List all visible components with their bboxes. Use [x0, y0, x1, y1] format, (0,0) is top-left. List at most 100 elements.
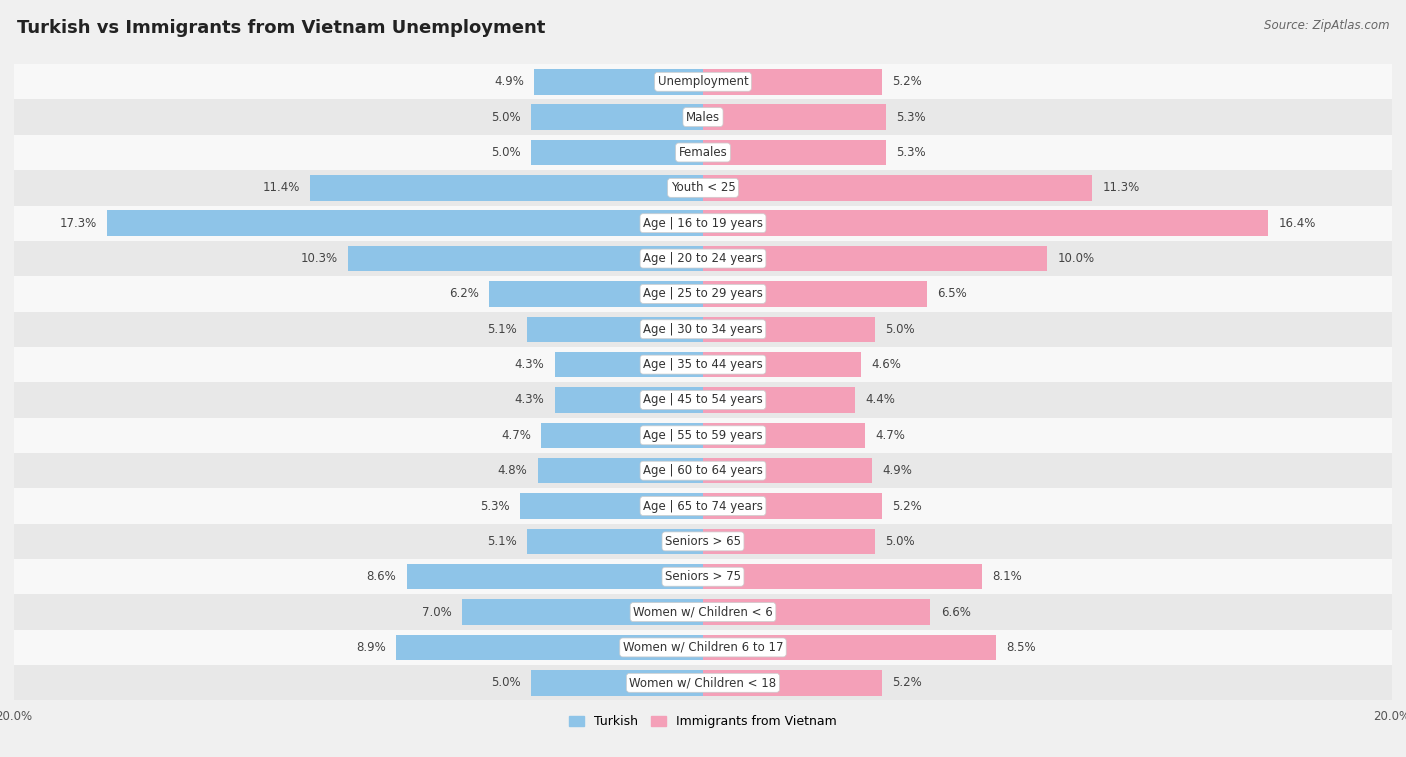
Text: Source: ZipAtlas.com: Source: ZipAtlas.com	[1264, 19, 1389, 32]
Bar	[703, 69, 882, 95]
Bar	[14, 170, 1392, 205]
Bar	[489, 281, 703, 307]
Text: Age | 60 to 64 years: Age | 60 to 64 years	[643, 464, 763, 477]
Text: 5.2%: 5.2%	[893, 676, 922, 690]
Bar	[14, 312, 1392, 347]
Text: Age | 25 to 29 years: Age | 25 to 29 years	[643, 288, 763, 301]
Bar	[406, 564, 703, 590]
Bar	[527, 316, 703, 342]
Text: 5.1%: 5.1%	[488, 535, 517, 548]
Text: 4.6%: 4.6%	[872, 358, 901, 371]
Text: 11.3%: 11.3%	[1102, 182, 1140, 195]
Text: 5.0%: 5.0%	[491, 146, 520, 159]
Bar	[14, 665, 1392, 700]
Bar	[14, 488, 1392, 524]
Bar	[531, 140, 703, 165]
Text: 5.0%: 5.0%	[491, 111, 520, 123]
Text: Women w/ Children < 18: Women w/ Children < 18	[630, 676, 776, 690]
Bar	[703, 316, 875, 342]
Text: Males: Males	[686, 111, 720, 123]
Bar	[534, 69, 703, 95]
Bar	[14, 205, 1392, 241]
Text: Seniors > 75: Seniors > 75	[665, 570, 741, 583]
Text: Age | 65 to 74 years: Age | 65 to 74 years	[643, 500, 763, 512]
Text: Age | 16 to 19 years: Age | 16 to 19 years	[643, 217, 763, 229]
Bar	[14, 453, 1392, 488]
Text: 10.0%: 10.0%	[1057, 252, 1095, 265]
Text: 4.7%: 4.7%	[875, 428, 905, 442]
Text: 5.0%: 5.0%	[491, 676, 520, 690]
Bar	[703, 494, 882, 519]
Bar	[703, 564, 981, 590]
Text: 5.0%: 5.0%	[886, 535, 915, 548]
Text: 7.0%: 7.0%	[422, 606, 451, 618]
Text: Age | 55 to 59 years: Age | 55 to 59 years	[643, 428, 763, 442]
Bar	[703, 281, 927, 307]
Bar	[14, 99, 1392, 135]
Text: 16.4%: 16.4%	[1278, 217, 1316, 229]
Text: 4.3%: 4.3%	[515, 394, 544, 407]
Bar	[14, 418, 1392, 453]
Text: 5.1%: 5.1%	[488, 322, 517, 336]
Text: Age | 35 to 44 years: Age | 35 to 44 years	[643, 358, 763, 371]
Bar	[527, 528, 703, 554]
Bar	[14, 559, 1392, 594]
Bar	[703, 458, 872, 484]
Bar	[703, 600, 931, 625]
Text: 5.3%: 5.3%	[481, 500, 510, 512]
Bar	[461, 600, 703, 625]
Text: 5.0%: 5.0%	[886, 322, 915, 336]
Bar	[14, 276, 1392, 312]
Text: 4.3%: 4.3%	[515, 358, 544, 371]
Bar	[537, 458, 703, 484]
Text: 6.5%: 6.5%	[938, 288, 967, 301]
Bar	[703, 352, 862, 377]
Bar	[703, 634, 995, 660]
Text: Age | 30 to 34 years: Age | 30 to 34 years	[643, 322, 763, 336]
Bar	[107, 210, 703, 236]
Bar	[531, 670, 703, 696]
Text: 5.3%: 5.3%	[896, 111, 925, 123]
Bar	[703, 528, 875, 554]
Bar	[703, 246, 1047, 271]
Text: Seniors > 65: Seniors > 65	[665, 535, 741, 548]
Bar	[703, 175, 1092, 201]
Bar	[14, 594, 1392, 630]
Bar	[541, 422, 703, 448]
Bar	[14, 135, 1392, 170]
Legend: Turkish, Immigrants from Vietnam: Turkish, Immigrants from Vietnam	[564, 710, 842, 733]
Text: 8.6%: 8.6%	[367, 570, 396, 583]
Text: 4.9%: 4.9%	[494, 75, 524, 89]
Text: Youth < 25: Youth < 25	[671, 182, 735, 195]
Text: 6.6%: 6.6%	[941, 606, 970, 618]
Bar	[703, 670, 882, 696]
Text: 4.7%: 4.7%	[501, 428, 531, 442]
Text: 8.5%: 8.5%	[1007, 641, 1036, 654]
Bar	[531, 104, 703, 130]
Bar	[703, 422, 865, 448]
Text: 11.4%: 11.4%	[263, 182, 299, 195]
Bar	[396, 634, 703, 660]
Text: 6.2%: 6.2%	[450, 288, 479, 301]
Bar	[703, 140, 886, 165]
Bar	[14, 347, 1392, 382]
Text: Women w/ Children 6 to 17: Women w/ Children 6 to 17	[623, 641, 783, 654]
Bar	[703, 104, 886, 130]
Text: 5.2%: 5.2%	[893, 500, 922, 512]
Text: 8.9%: 8.9%	[356, 641, 387, 654]
Bar	[311, 175, 703, 201]
Bar	[14, 241, 1392, 276]
Bar	[14, 382, 1392, 418]
Text: 4.8%: 4.8%	[498, 464, 527, 477]
Bar	[703, 388, 855, 413]
Bar	[555, 352, 703, 377]
Bar	[520, 494, 703, 519]
Bar	[14, 64, 1392, 99]
Text: Age | 45 to 54 years: Age | 45 to 54 years	[643, 394, 763, 407]
Bar	[555, 388, 703, 413]
Text: Turkish vs Immigrants from Vietnam Unemployment: Turkish vs Immigrants from Vietnam Unemp…	[17, 19, 546, 37]
Text: 8.1%: 8.1%	[993, 570, 1022, 583]
Text: Women w/ Children < 6: Women w/ Children < 6	[633, 606, 773, 618]
Text: Unemployment: Unemployment	[658, 75, 748, 89]
Text: Age | 20 to 24 years: Age | 20 to 24 years	[643, 252, 763, 265]
